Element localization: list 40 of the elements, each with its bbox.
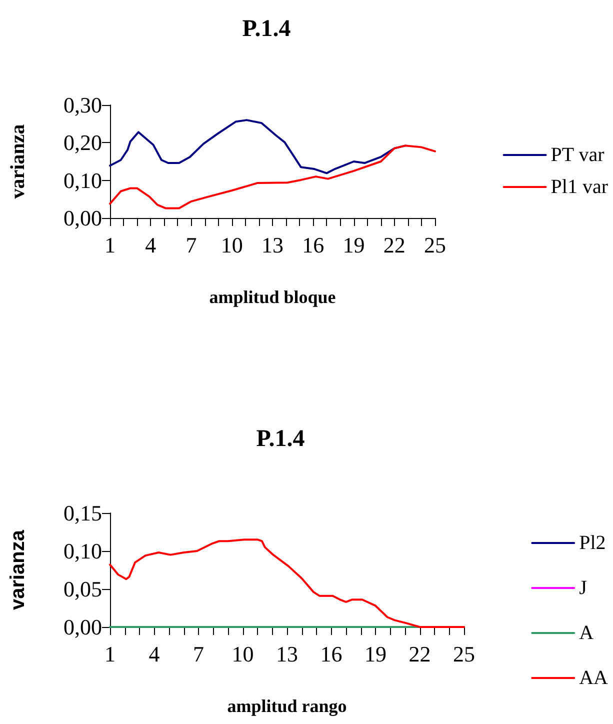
x-tick-label: 10: [232, 642, 254, 666]
y-tick-label: 0,05: [64, 576, 102, 602]
legend-label: A: [579, 622, 594, 644]
legend-label: Pl2: [579, 532, 606, 554]
y-tick-label: 0,20: [64, 130, 102, 156]
x-tick-label: 13: [262, 232, 284, 258]
y-tick-label: 0,00: [64, 614, 102, 640]
x-tick-label: 25: [453, 642, 475, 666]
y-tick-label: 0,10: [64, 538, 102, 564]
x-tick-label: 22: [383, 232, 406, 258]
y-tick-label: 0,00: [64, 206, 102, 230]
x-tick-label: 4: [148, 642, 160, 666]
line-series: [109, 538, 465, 628]
legend-label: PT var: [550, 144, 605, 166]
x-axis-title: amplitud bloque: [209, 287, 336, 307]
x-tick-label: 16: [302, 232, 324, 258]
x-tick-label: 22: [408, 642, 431, 666]
legend-label: AA: [579, 667, 609, 689]
x-tick-label: 16: [320, 642, 342, 666]
x-tick-label: 7: [193, 642, 204, 666]
x-tick-label: 1: [104, 642, 116, 666]
chart-title: P.1.4: [256, 426, 305, 452]
y-tick-label: 0,30: [64, 92, 102, 118]
chart-title: P.1.4: [242, 16, 291, 42]
x-tick-label: 10: [220, 232, 243, 258]
y-axis-title: varianza: [7, 124, 29, 199]
y-axis-title: varianza: [7, 529, 29, 610]
y-tick-label: 0,10: [64, 168, 102, 193]
x-tick-label: 4: [145, 232, 156, 258]
line-series: [109, 144, 436, 210]
legend-label: Pl1 var: [550, 176, 608, 198]
x-tick-label: 19: [364, 642, 386, 666]
x-tick-label: 1: [104, 232, 116, 258]
legend-label: J: [579, 577, 588, 599]
x-tick-label: 7: [186, 232, 197, 258]
x-tick-label: 13: [276, 642, 298, 666]
x-tick-label: 19: [342, 232, 365, 258]
x-tick-label: 25: [424, 232, 446, 258]
x-axis-title: amplitud rango: [227, 696, 347, 716]
y-tick-label: 0,15: [64, 500, 102, 526]
